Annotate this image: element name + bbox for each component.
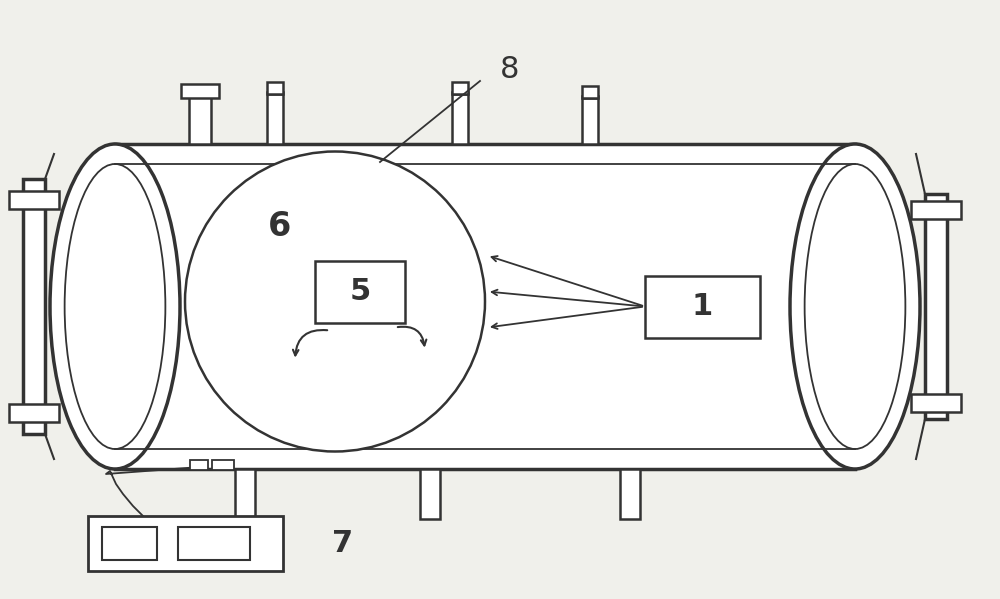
- Bar: [9, 191, 59, 209]
- Bar: [582, 96, 598, 144]
- Bar: [212, 460, 234, 470]
- Bar: [115, 144, 855, 469]
- Bar: [620, 469, 640, 519]
- Text: 7: 7: [332, 529, 354, 558]
- Bar: [267, 92, 283, 144]
- Bar: [911, 394, 961, 412]
- Bar: [9, 404, 59, 422]
- Bar: [452, 92, 468, 144]
- Bar: [267, 82, 283, 94]
- Bar: [88, 516, 283, 571]
- Bar: [420, 469, 440, 519]
- Bar: [315, 261, 405, 322]
- Bar: [102, 527, 157, 560]
- Text: 6: 6: [268, 210, 292, 243]
- Bar: [190, 460, 208, 470]
- Bar: [181, 84, 219, 98]
- Ellipse shape: [790, 144, 920, 469]
- Ellipse shape: [50, 144, 180, 469]
- Text: 8: 8: [500, 55, 520, 83]
- Bar: [235, 469, 255, 519]
- Bar: [582, 86, 598, 98]
- Bar: [452, 82, 468, 94]
- Circle shape: [185, 152, 485, 452]
- Bar: [911, 201, 961, 219]
- Text: 5: 5: [349, 277, 371, 306]
- Bar: [178, 527, 250, 560]
- Text: 1: 1: [692, 292, 713, 321]
- Bar: [925, 194, 947, 419]
- Bar: [645, 276, 760, 337]
- Bar: [23, 179, 45, 434]
- Bar: [189, 96, 211, 144]
